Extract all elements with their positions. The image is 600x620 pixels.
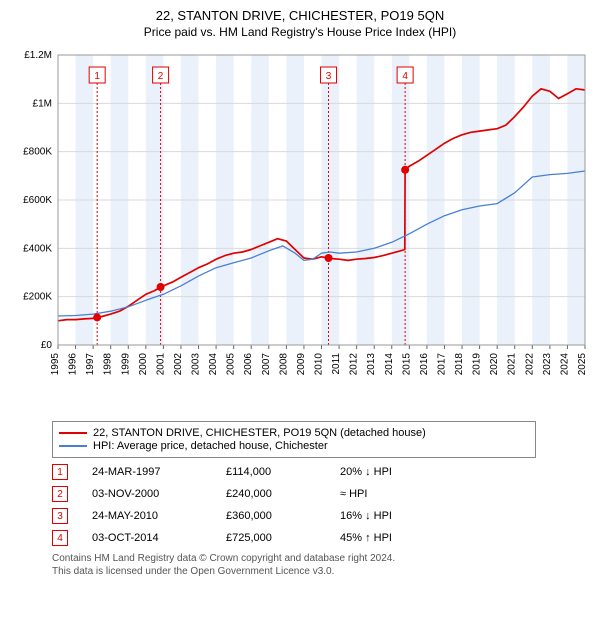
- svg-text:2009: 2009: [296, 353, 307, 376]
- svg-text:2001: 2001: [155, 353, 166, 376]
- sale-marker: 4: [52, 530, 68, 546]
- sale-row: 1 24-MAR-1997 £114,000 20% ↓ HPI: [52, 464, 522, 480]
- footer-line-2: This data is licensed under the Open Gov…: [52, 565, 590, 578]
- sale-price: £725,000: [226, 532, 316, 544]
- svg-text:2015: 2015: [401, 353, 412, 376]
- svg-text:2010: 2010: [314, 353, 325, 376]
- svg-text:1996: 1996: [68, 353, 79, 376]
- sale-price: £360,000: [226, 510, 316, 522]
- footer-attribution: Contains HM Land Registry data © Crown c…: [52, 552, 590, 578]
- svg-text:£400K: £400K: [23, 243, 52, 254]
- svg-text:4: 4: [402, 71, 408, 82]
- svg-text:£200K: £200K: [23, 292, 52, 303]
- svg-text:2025: 2025: [577, 353, 588, 376]
- sale-row: 3 24-MAY-2010 £360,000 16% ↓ HPI: [52, 508, 522, 524]
- legend-label: 22, STANTON DRIVE, CHICHESTER, PO19 5QN …: [93, 427, 426, 439]
- legend-swatch: [59, 432, 87, 434]
- legend-item: 22, STANTON DRIVE, CHICHESTER, PO19 5QN …: [59, 427, 529, 439]
- legend-swatch: [59, 445, 87, 447]
- svg-text:2004: 2004: [208, 353, 219, 376]
- svg-text:1995: 1995: [50, 353, 61, 376]
- svg-text:£1.2M: £1.2M: [24, 50, 52, 61]
- svg-text:2008: 2008: [278, 353, 289, 376]
- legend-label: HPI: Average price, detached house, Chic…: [93, 440, 328, 452]
- legend: 22, STANTON DRIVE, CHICHESTER, PO19 5QN …: [52, 421, 536, 458]
- svg-text:2002: 2002: [173, 353, 184, 376]
- sale-hpi-note: 16% ↓ HPI: [340, 510, 440, 522]
- sale-marker: 2: [52, 486, 68, 502]
- sale-hpi-note: ≈ HPI: [340, 488, 440, 500]
- svg-text:1997: 1997: [85, 353, 96, 376]
- sale-price: £240,000: [226, 488, 316, 500]
- svg-text:2023: 2023: [542, 353, 553, 376]
- svg-text:2007: 2007: [261, 353, 272, 376]
- page-subtitle: Price paid vs. HM Land Registry's House …: [10, 25, 590, 39]
- svg-text:1999: 1999: [120, 353, 131, 376]
- svg-text:2016: 2016: [419, 353, 430, 376]
- svg-text:3: 3: [326, 71, 332, 82]
- sale-date: 24-MAR-1997: [92, 466, 202, 478]
- svg-text:£0: £0: [41, 340, 53, 351]
- svg-text:2: 2: [158, 71, 164, 82]
- sale-date: 03-OCT-2014: [92, 532, 202, 544]
- svg-text:1: 1: [94, 71, 100, 82]
- svg-text:2020: 2020: [489, 353, 500, 376]
- svg-text:£1M: £1M: [33, 98, 52, 109]
- svg-text:2013: 2013: [366, 353, 377, 376]
- sale-row: 2 03-NOV-2000 £240,000 ≈ HPI: [52, 486, 522, 502]
- sale-marker: 1: [52, 464, 68, 480]
- price-chart: £0 £200K £400K £600K £800K £1M £1.2M 1995 1996 19…: [10, 45, 590, 415]
- svg-text:2000: 2000: [138, 353, 149, 376]
- footer-line-1: Contains HM Land Registry data © Crown c…: [52, 552, 590, 565]
- svg-text:2012: 2012: [349, 353, 360, 376]
- svg-text:£600K: £600K: [23, 195, 52, 206]
- sale-hpi-note: 45% ↑ HPI: [340, 532, 440, 544]
- sale-date: 03-NOV-2000: [92, 488, 202, 500]
- legend-item: HPI: Average price, detached house, Chic…: [59, 440, 529, 452]
- svg-text:2011: 2011: [331, 353, 342, 375]
- sale-hpi-note: 20% ↓ HPI: [340, 466, 440, 478]
- svg-text:2014: 2014: [384, 353, 395, 376]
- svg-text:1998: 1998: [103, 353, 114, 376]
- svg-text:2024: 2024: [559, 353, 570, 376]
- sale-marker: 3: [52, 508, 68, 524]
- svg-text:2022: 2022: [524, 353, 535, 376]
- svg-text:2003: 2003: [191, 353, 202, 376]
- sale-price: £114,000: [226, 466, 316, 478]
- svg-text:2006: 2006: [243, 353, 254, 376]
- svg-text:2019: 2019: [472, 353, 483, 376]
- svg-text:2017: 2017: [436, 353, 447, 376]
- svg-text:2018: 2018: [454, 353, 465, 376]
- svg-text:£800K: £800K: [23, 147, 52, 158]
- svg-text:2005: 2005: [226, 353, 237, 376]
- sale-row: 4 03-OCT-2014 £725,000 45% ↑ HPI: [52, 530, 522, 546]
- sale-date: 24-MAY-2010: [92, 510, 202, 522]
- sales-table: 1 24-MAR-1997 £114,000 20% ↓ HPI 2 03-NOV-200…: [52, 464, 522, 546]
- svg-text:2021: 2021: [507, 353, 518, 376]
- page-title: 22, STANTON DRIVE, CHICHESTER, PO19 5QN: [10, 8, 590, 23]
